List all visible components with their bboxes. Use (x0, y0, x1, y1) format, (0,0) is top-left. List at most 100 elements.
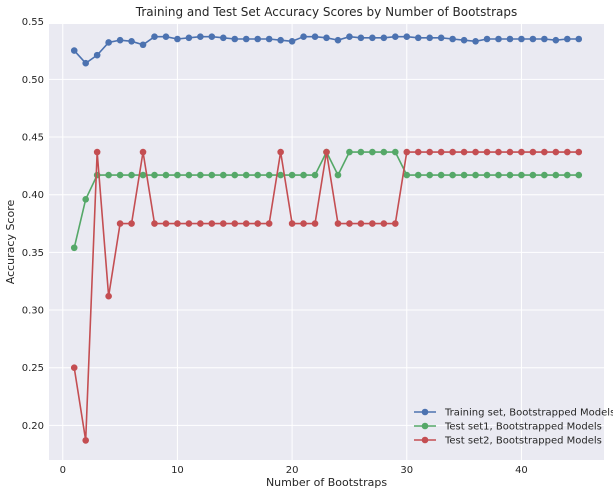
data-point (334, 36, 342, 44)
grid-lines (49, 24, 604, 460)
data-point (552, 171, 560, 179)
data-point (334, 171, 342, 179)
data-point (483, 171, 491, 179)
data-point (403, 148, 411, 156)
data-point (174, 35, 181, 43)
data-point (564, 148, 571, 156)
data-point (116, 220, 124, 227)
data-point (288, 38, 296, 45)
data-point (403, 33, 411, 40)
data-point (105, 292, 112, 300)
data-point (541, 148, 548, 156)
data-point (564, 171, 571, 179)
data-point (82, 196, 89, 203)
data-point (346, 33, 353, 40)
data-point (529, 35, 537, 43)
data-point (529, 171, 537, 179)
data-point (426, 171, 434, 179)
data-point (162, 171, 170, 179)
data-point (208, 171, 216, 179)
data-point (472, 38, 479, 45)
data-point (449, 148, 456, 156)
data-point (254, 35, 261, 43)
data-point (346, 220, 353, 227)
data-point (231, 220, 239, 227)
data-point (185, 220, 193, 227)
y-tick-label: 0.45 (22, 133, 44, 144)
legend-label: Training set, Bootstrapped Models (444, 408, 613, 419)
data-point (392, 33, 399, 40)
y-tick-label: 0.55 (22, 17, 44, 28)
data-point (116, 36, 124, 44)
data-point (139, 148, 147, 156)
series-layer (70, 33, 583, 444)
data-point (518, 148, 525, 156)
data-point (495, 148, 502, 156)
data-point (483, 148, 491, 156)
data-point (414, 148, 422, 156)
data-point (105, 171, 112, 179)
data-point (231, 171, 239, 179)
data-point (369, 220, 376, 227)
data-point (414, 34, 422, 42)
data-point (575, 35, 583, 43)
data-point (116, 171, 124, 179)
data-point (208, 33, 216, 40)
data-point (357, 220, 365, 227)
data-point (357, 34, 365, 42)
data-point (128, 38, 135, 45)
data-point (174, 171, 181, 179)
data-point (277, 36, 284, 44)
x-axis-label: Number of Bootstraps (266, 476, 387, 489)
data-point (139, 171, 147, 179)
data-point (323, 34, 330, 42)
data-point (414, 171, 422, 179)
data-point (288, 220, 296, 227)
data-point (300, 171, 307, 179)
x-tick-label: 10 (171, 465, 184, 476)
data-point (242, 171, 250, 179)
data-point (151, 171, 158, 179)
y-tick-label: 0.20 (22, 421, 44, 432)
data-point (242, 220, 250, 227)
data-point (300, 220, 307, 227)
data-point (174, 220, 181, 227)
data-point (575, 171, 583, 179)
legend-item: Test set1, Bootstrapped Models (414, 422, 602, 433)
data-point (323, 148, 330, 156)
data-point (254, 220, 261, 227)
data-point (472, 148, 479, 156)
data-point (277, 148, 284, 156)
data-point (128, 220, 135, 227)
legend-swatch-marker (421, 422, 429, 430)
data-point (105, 39, 112, 46)
data-point (219, 171, 227, 179)
data-point (219, 220, 227, 227)
data-point (449, 171, 456, 179)
data-point (300, 33, 307, 40)
chart-title: Training and Test Set Accuracy Scores by… (135, 5, 517, 19)
data-point (197, 33, 204, 40)
data-point (392, 220, 399, 227)
legend-label: Test set2, Bootstrapped Models (444, 436, 602, 447)
data-point (437, 171, 445, 179)
data-point (128, 171, 135, 179)
data-point (495, 35, 502, 43)
data-point (70, 47, 78, 54)
series-3 (70, 148, 583, 444)
data-point (231, 35, 239, 43)
legend-item: Test set2, Bootstrapped Models (414, 436, 602, 447)
data-point (311, 220, 319, 227)
data-point (151, 220, 158, 227)
data-point (70, 364, 78, 372)
data-point (242, 35, 250, 43)
data-point (265, 35, 273, 43)
data-point (380, 148, 388, 156)
data-point (552, 36, 560, 44)
data-point (334, 220, 342, 227)
data-point (369, 34, 376, 42)
data-point (460, 36, 468, 44)
data-point (380, 34, 388, 42)
data-point (162, 33, 170, 40)
